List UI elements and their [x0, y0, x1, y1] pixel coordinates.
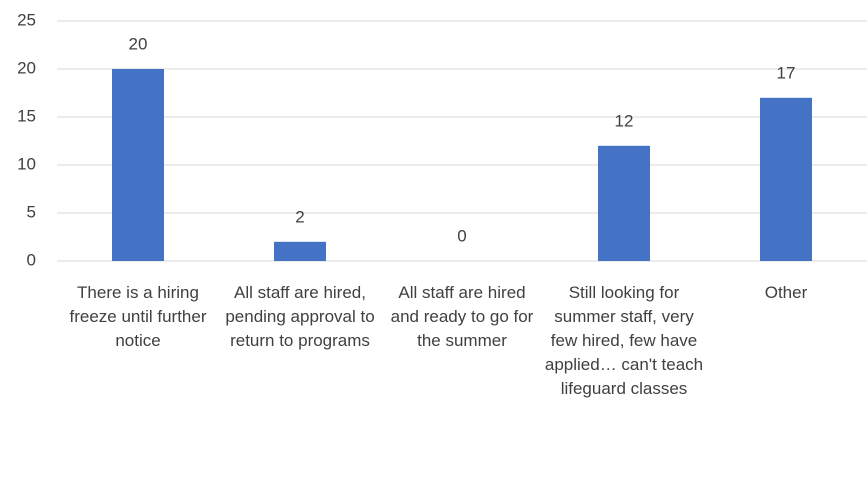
x-tick-label: Other: [764, 283, 808, 302]
bar: [274, 241, 326, 261]
data-label: 2: [295, 207, 304, 226]
y-tick-label: 25: [17, 10, 36, 29]
x-tick-label: There is a hiring freeze until further n…: [69, 283, 207, 350]
bar: [598, 145, 650, 261]
x-tick-label: All staff are hired and ready to go for …: [390, 283, 534, 350]
x-tick-label: All staff are hired, pending approval to…: [225, 283, 375, 350]
x-tick-label: Still looking for summer staff, very few…: [544, 283, 704, 398]
y-tick-label: 15: [17, 106, 36, 125]
bar: [112, 69, 164, 261]
data-label: 17: [777, 63, 796, 82]
y-tick-label: 20: [17, 58, 36, 77]
y-tick-label: 5: [27, 202, 36, 221]
bar: [760, 97, 812, 261]
data-label: 12: [615, 111, 634, 130]
y-tick-label: 0: [27, 250, 36, 269]
y-tick-label: 10: [17, 154, 36, 173]
data-label: 0: [457, 226, 466, 245]
data-label: 20: [129, 34, 148, 53]
